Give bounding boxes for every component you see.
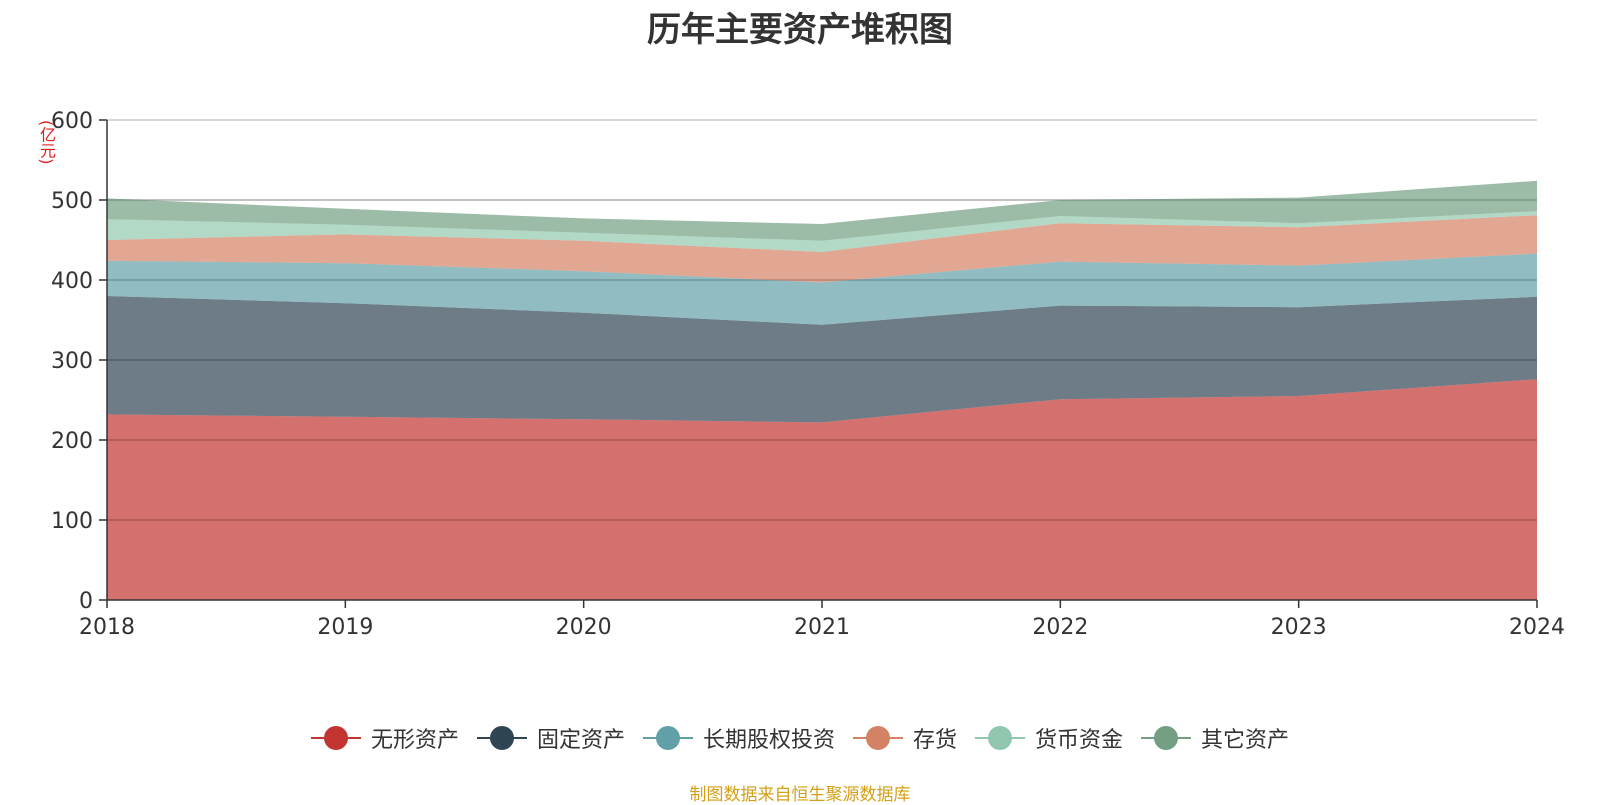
legend-label: 货币资金 bbox=[1035, 728, 1124, 753]
legend-label: 长期股权投资 bbox=[702, 728, 835, 753]
area-series-0[interactable] bbox=[107, 379, 1537, 600]
legend-marker-icon bbox=[476, 725, 527, 751]
y-tick-label-500: 500 bbox=[51, 189, 93, 214]
x-tick-label-2018: 2018 bbox=[79, 615, 135, 640]
x-tick-label-2024: 2024 bbox=[1509, 615, 1565, 640]
legend-item-3[interactable]: 存货 bbox=[853, 722, 957, 754]
legend: 无形资产 固定资产 长期股权投资 存货 货币资金 其它资产 bbox=[0, 722, 1600, 754]
legend-label: 其它资产 bbox=[1201, 728, 1290, 753]
y-tick-label-600: 600 bbox=[51, 109, 93, 134]
legend-item-5[interactable]: 其它资产 bbox=[1141, 722, 1289, 754]
y-tick-label-300: 300 bbox=[51, 349, 93, 374]
area-series-5[interactable] bbox=[107, 180, 1537, 241]
legend-label: 存货 bbox=[913, 728, 958, 753]
area-series-4[interactable] bbox=[107, 211, 1537, 252]
source-note: 制图数据来自恒生聚源数据库 bbox=[689, 785, 911, 805]
legend-item-1[interactable]: 固定资产 bbox=[476, 722, 625, 754]
area-series-1[interactable] bbox=[107, 296, 1537, 423]
area-series-2[interactable] bbox=[107, 253, 1537, 325]
legend-label: 固定资产 bbox=[536, 728, 625, 753]
axes bbox=[99, 119, 1538, 608]
stacked-areas bbox=[107, 180, 1537, 600]
y-tick-label-100: 100 bbox=[51, 509, 93, 534]
x-tick-label-2019: 2019 bbox=[317, 615, 373, 640]
x-tick-label-2023: 2023 bbox=[1271, 615, 1327, 640]
chart-title: 历年主要资产堆积图 bbox=[647, 10, 953, 50]
y-axis-unit-label: (亿元) bbox=[37, 120, 56, 165]
legend-item-2[interactable]: 长期股权投资 bbox=[642, 722, 835, 754]
area-series-3[interactable] bbox=[107, 215, 1537, 283]
legend-marker-icon bbox=[642, 725, 693, 751]
legend-label: 无形资产 bbox=[370, 728, 459, 753]
y-tick-label-400: 400 bbox=[51, 269, 93, 294]
legend-marker-icon bbox=[310, 725, 361, 751]
legend-marker-icon bbox=[1141, 725, 1192, 751]
y-tick-label-0: 0 bbox=[79, 589, 93, 614]
legend-item-4[interactable]: 货币资金 bbox=[975, 722, 1123, 754]
legend-item-0[interactable]: 无形资产 bbox=[310, 722, 459, 754]
y-tick-label-200: 200 bbox=[51, 429, 93, 454]
legend-marker-icon bbox=[975, 725, 1026, 751]
x-tick-label-2022: 2022 bbox=[1032, 615, 1088, 640]
tick-labels: 0 100 200 300 400 500 600 2018 2019 2020 2021 2022 2… bbox=[51, 109, 1565, 640]
x-tick-label-2021: 2021 bbox=[794, 615, 850, 640]
x-tick-label-2020: 2020 bbox=[556, 615, 612, 640]
legend-marker-icon bbox=[853, 725, 903, 751]
